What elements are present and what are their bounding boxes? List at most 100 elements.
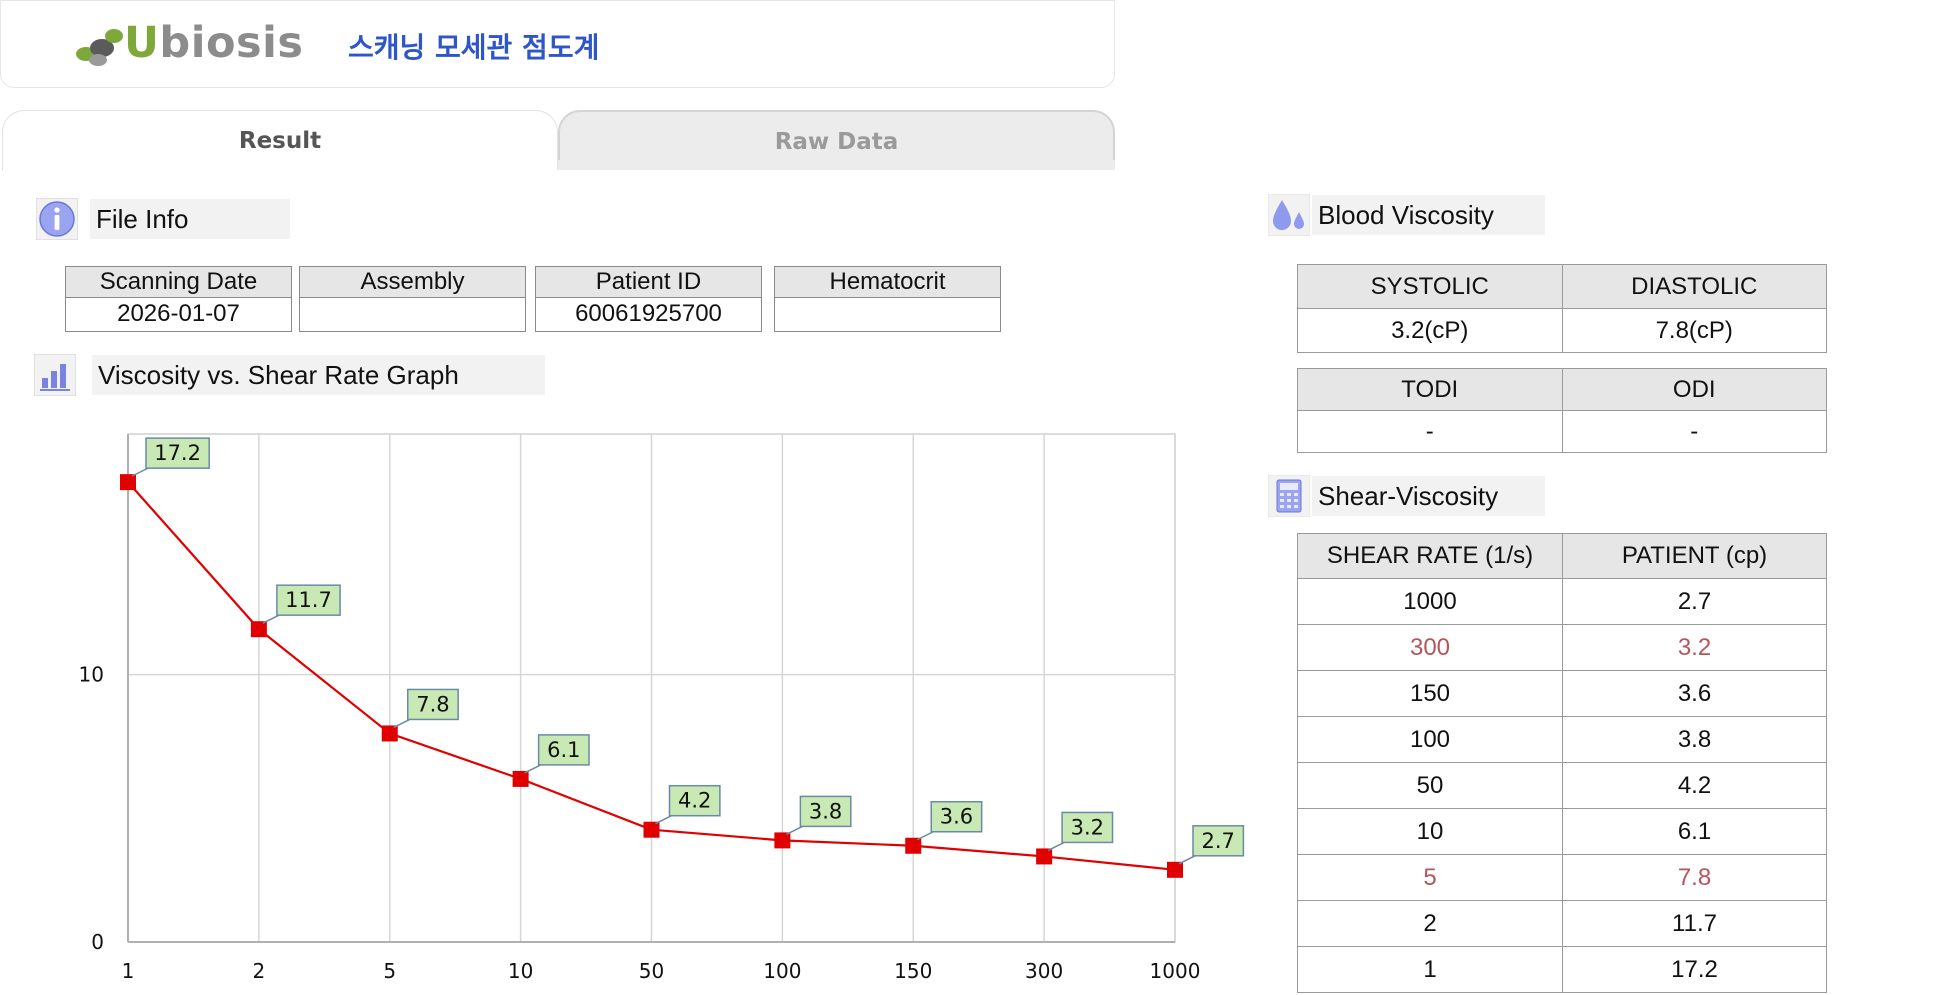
shear-viscosity-label: Shear-Viscosity xyxy=(1312,476,1545,516)
patient-value-cell: 3.2 xyxy=(1562,624,1827,671)
tab-result[interactable]: Result xyxy=(2,110,558,170)
data-label-box xyxy=(668,784,721,817)
x-tick-label: 2 xyxy=(253,959,266,983)
graph-section-label: Viscosity vs. Shear Rate Graph xyxy=(92,355,545,395)
data-label-text: 17.2 xyxy=(154,441,201,465)
file-info-value-patient-id: 60061925700 xyxy=(535,298,762,332)
file-info-header-hematocrit: Hematocrit xyxy=(774,266,1001,298)
shear-rate-cell: 1 xyxy=(1297,946,1563,993)
data-point xyxy=(774,832,791,849)
y-tick-label: 10 xyxy=(79,663,104,687)
shear-viscosity-table: SHEAR RATE (1/s) PATIENT (cp) 1000 2.7 300… xyxy=(1297,533,1827,993)
file-info-value-assembly xyxy=(299,298,526,332)
data-point xyxy=(905,837,922,854)
patient-value-cell: 11.7 xyxy=(1562,900,1827,947)
table-row: 1000 2.7 xyxy=(1297,578,1827,625)
x-tick-label: 1000 xyxy=(1150,959,1201,983)
data-label-leader xyxy=(393,718,411,729)
bar-chart-icon xyxy=(34,354,76,396)
shear-rate-cell: 50 xyxy=(1297,762,1563,809)
data-label-text: 7.8 xyxy=(416,692,449,716)
file-info-header-assembly: Assembly xyxy=(299,266,526,298)
data-label-box xyxy=(1192,825,1245,857)
file-info-label: File Info xyxy=(90,199,290,239)
app-title: 스캐닝 모세관 점도계 xyxy=(348,31,600,64)
blood-viscosity-table-1: SYSTOLIC DIASTOLIC 3.2(cP) 7.8(cP) xyxy=(1297,264,1827,353)
table-row: 10 6.1 xyxy=(1297,808,1827,855)
shear-rate-cell: 2 xyxy=(1297,900,1563,947)
data-label-leader xyxy=(655,815,672,825)
blood-viscosity-table-2: TODI ODI - - xyxy=(1297,368,1827,453)
data-label-leader xyxy=(786,825,803,836)
data-label-box xyxy=(407,688,459,721)
shear-rate-cell: 1000 xyxy=(1297,578,1563,625)
table-row: 2 11.7 xyxy=(1297,900,1827,947)
chart-grid xyxy=(127,433,1176,943)
patient-value-cell: 6.1 xyxy=(1562,808,1827,855)
table-row: 150 3.6 xyxy=(1297,670,1827,717)
data-label-box xyxy=(145,437,210,469)
data-label-text: 11.7 xyxy=(285,588,332,612)
data-point xyxy=(381,725,398,742)
table-row: 100 3.8 xyxy=(1297,716,1827,763)
chart-data-labels: 17.2 11.7 7.8 6.1 4.2 3.8 3.6 3.2 2.7 xyxy=(131,437,1245,865)
data-label-text: 3.2 xyxy=(1071,815,1104,839)
data-label-text: 6.1 xyxy=(547,738,580,762)
chart-axes: 1 2 5 10 50 100 150 300 1000 0 10 xyxy=(79,434,1201,983)
odi-header: ODI xyxy=(1561,368,1827,411)
patient-value-cell: 3.6 xyxy=(1562,670,1827,717)
patient-value-cell: 7.8 xyxy=(1562,854,1827,901)
odi-value: - xyxy=(1561,410,1827,453)
data-label-box xyxy=(537,734,590,766)
diastolic-value: 7.8(cP) xyxy=(1561,308,1827,353)
x-tick-label: 1 xyxy=(122,959,135,983)
data-label-box xyxy=(276,584,341,616)
x-tick-label: 10 xyxy=(508,959,533,983)
shear-rate-cell: 300 xyxy=(1297,624,1563,671)
data-point xyxy=(643,821,660,838)
patient-value-cell: 17.2 xyxy=(1562,946,1827,993)
data-point xyxy=(250,621,267,638)
shear-rate-cell: 5 xyxy=(1297,854,1563,901)
data-label-box xyxy=(1061,811,1114,844)
logo-text: Ubiosis xyxy=(124,18,304,68)
calculator-icon xyxy=(1268,475,1310,517)
info-icon xyxy=(36,198,78,240)
patient-value-cell: 2.7 xyxy=(1562,578,1827,625)
table-row: 1 17.2 xyxy=(1297,946,1827,993)
tab-raw-underlay xyxy=(558,160,1115,170)
data-label-leader xyxy=(262,614,280,624)
x-tick-label: 5 xyxy=(383,959,396,983)
x-tick-label: 50 xyxy=(639,959,664,983)
systolic-header: SYSTOLIC xyxy=(1297,264,1563,309)
data-point xyxy=(1036,848,1053,865)
blood-drop-icon xyxy=(1268,194,1310,236)
shear-rate-header: SHEAR RATE (1/s) xyxy=(1297,533,1563,579)
file-info-header-scanning-date: Scanning Date xyxy=(65,266,292,298)
table-row: 50 4.2 xyxy=(1297,762,1827,809)
diastolic-header: DIASTOLIC xyxy=(1561,264,1827,309)
shear-rate-cell: 100 xyxy=(1297,716,1563,763)
data-label-leader xyxy=(916,831,934,841)
todi-header: TODI xyxy=(1297,368,1563,411)
x-tick-label: 300 xyxy=(1025,959,1063,983)
logo-text-rest: biosis xyxy=(159,18,304,68)
systolic-value: 3.2(cP) xyxy=(1297,308,1563,353)
blood-viscosity-label: Blood Viscosity xyxy=(1312,195,1545,235)
data-label-box xyxy=(930,800,983,833)
x-tick-label: 150 xyxy=(894,959,932,983)
file-info-value-scanning-date: 2026-01-07 xyxy=(65,298,292,332)
file-info-header-patient-id: Patient ID xyxy=(535,266,762,298)
data-point xyxy=(1167,861,1183,878)
patient-value-cell: 4.2 xyxy=(1562,762,1827,809)
shear-rate-cell: 10 xyxy=(1297,808,1563,855)
shear-rate-cell: 150 xyxy=(1297,670,1563,717)
chart-series xyxy=(120,474,1183,878)
ubiosis-logo-icon xyxy=(76,29,123,66)
table-row: 5 7.8 xyxy=(1297,854,1827,901)
data-label-leader xyxy=(1047,841,1065,852)
data-point xyxy=(120,474,136,491)
data-label-leader xyxy=(131,467,149,477)
patient-header: PATIENT (cp) xyxy=(1562,533,1827,579)
viscosity-shear-chart: 1 2 5 10 50 100 150 300 1000 0 10 17.2 11.7 7.8 6.1 4.… xyxy=(79,433,1245,983)
